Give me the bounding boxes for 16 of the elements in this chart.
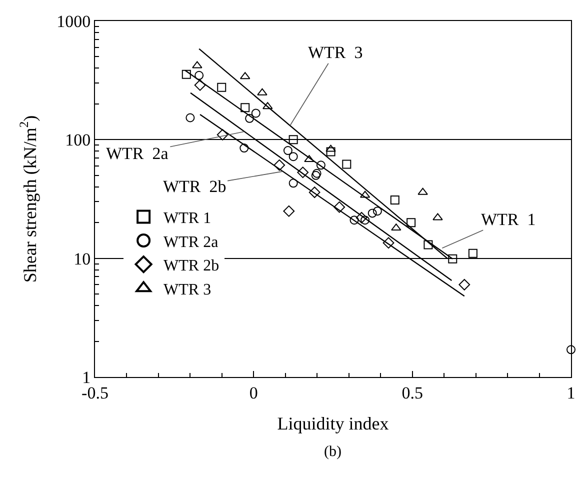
x-tick-label: 1 [566, 383, 576, 402]
y-tick-label: 1000 [56, 12, 91, 31]
annotation: WTR 1 [481, 210, 536, 229]
x-tick-label: 0.5 [402, 383, 423, 402]
x-tick-label: 0 [249, 383, 258, 402]
legend-label: WTR 3 [164, 281, 212, 298]
legend-label: WTR 2a [164, 234, 218, 251]
y-tick-label: 10 [74, 249, 91, 268]
legend-label: WTR 1 [164, 210, 212, 227]
annotation: WTR 2a [106, 144, 169, 163]
text: (b) [324, 444, 342, 460]
annotation: WTR 3 [308, 43, 363, 62]
x-axis-title: Liquidity index [277, 414, 389, 434]
annotation: WTR 2b [163, 177, 226, 196]
legend-label: WTR 2b [164, 258, 220, 275]
y-tick-label: 100 [65, 130, 91, 150]
